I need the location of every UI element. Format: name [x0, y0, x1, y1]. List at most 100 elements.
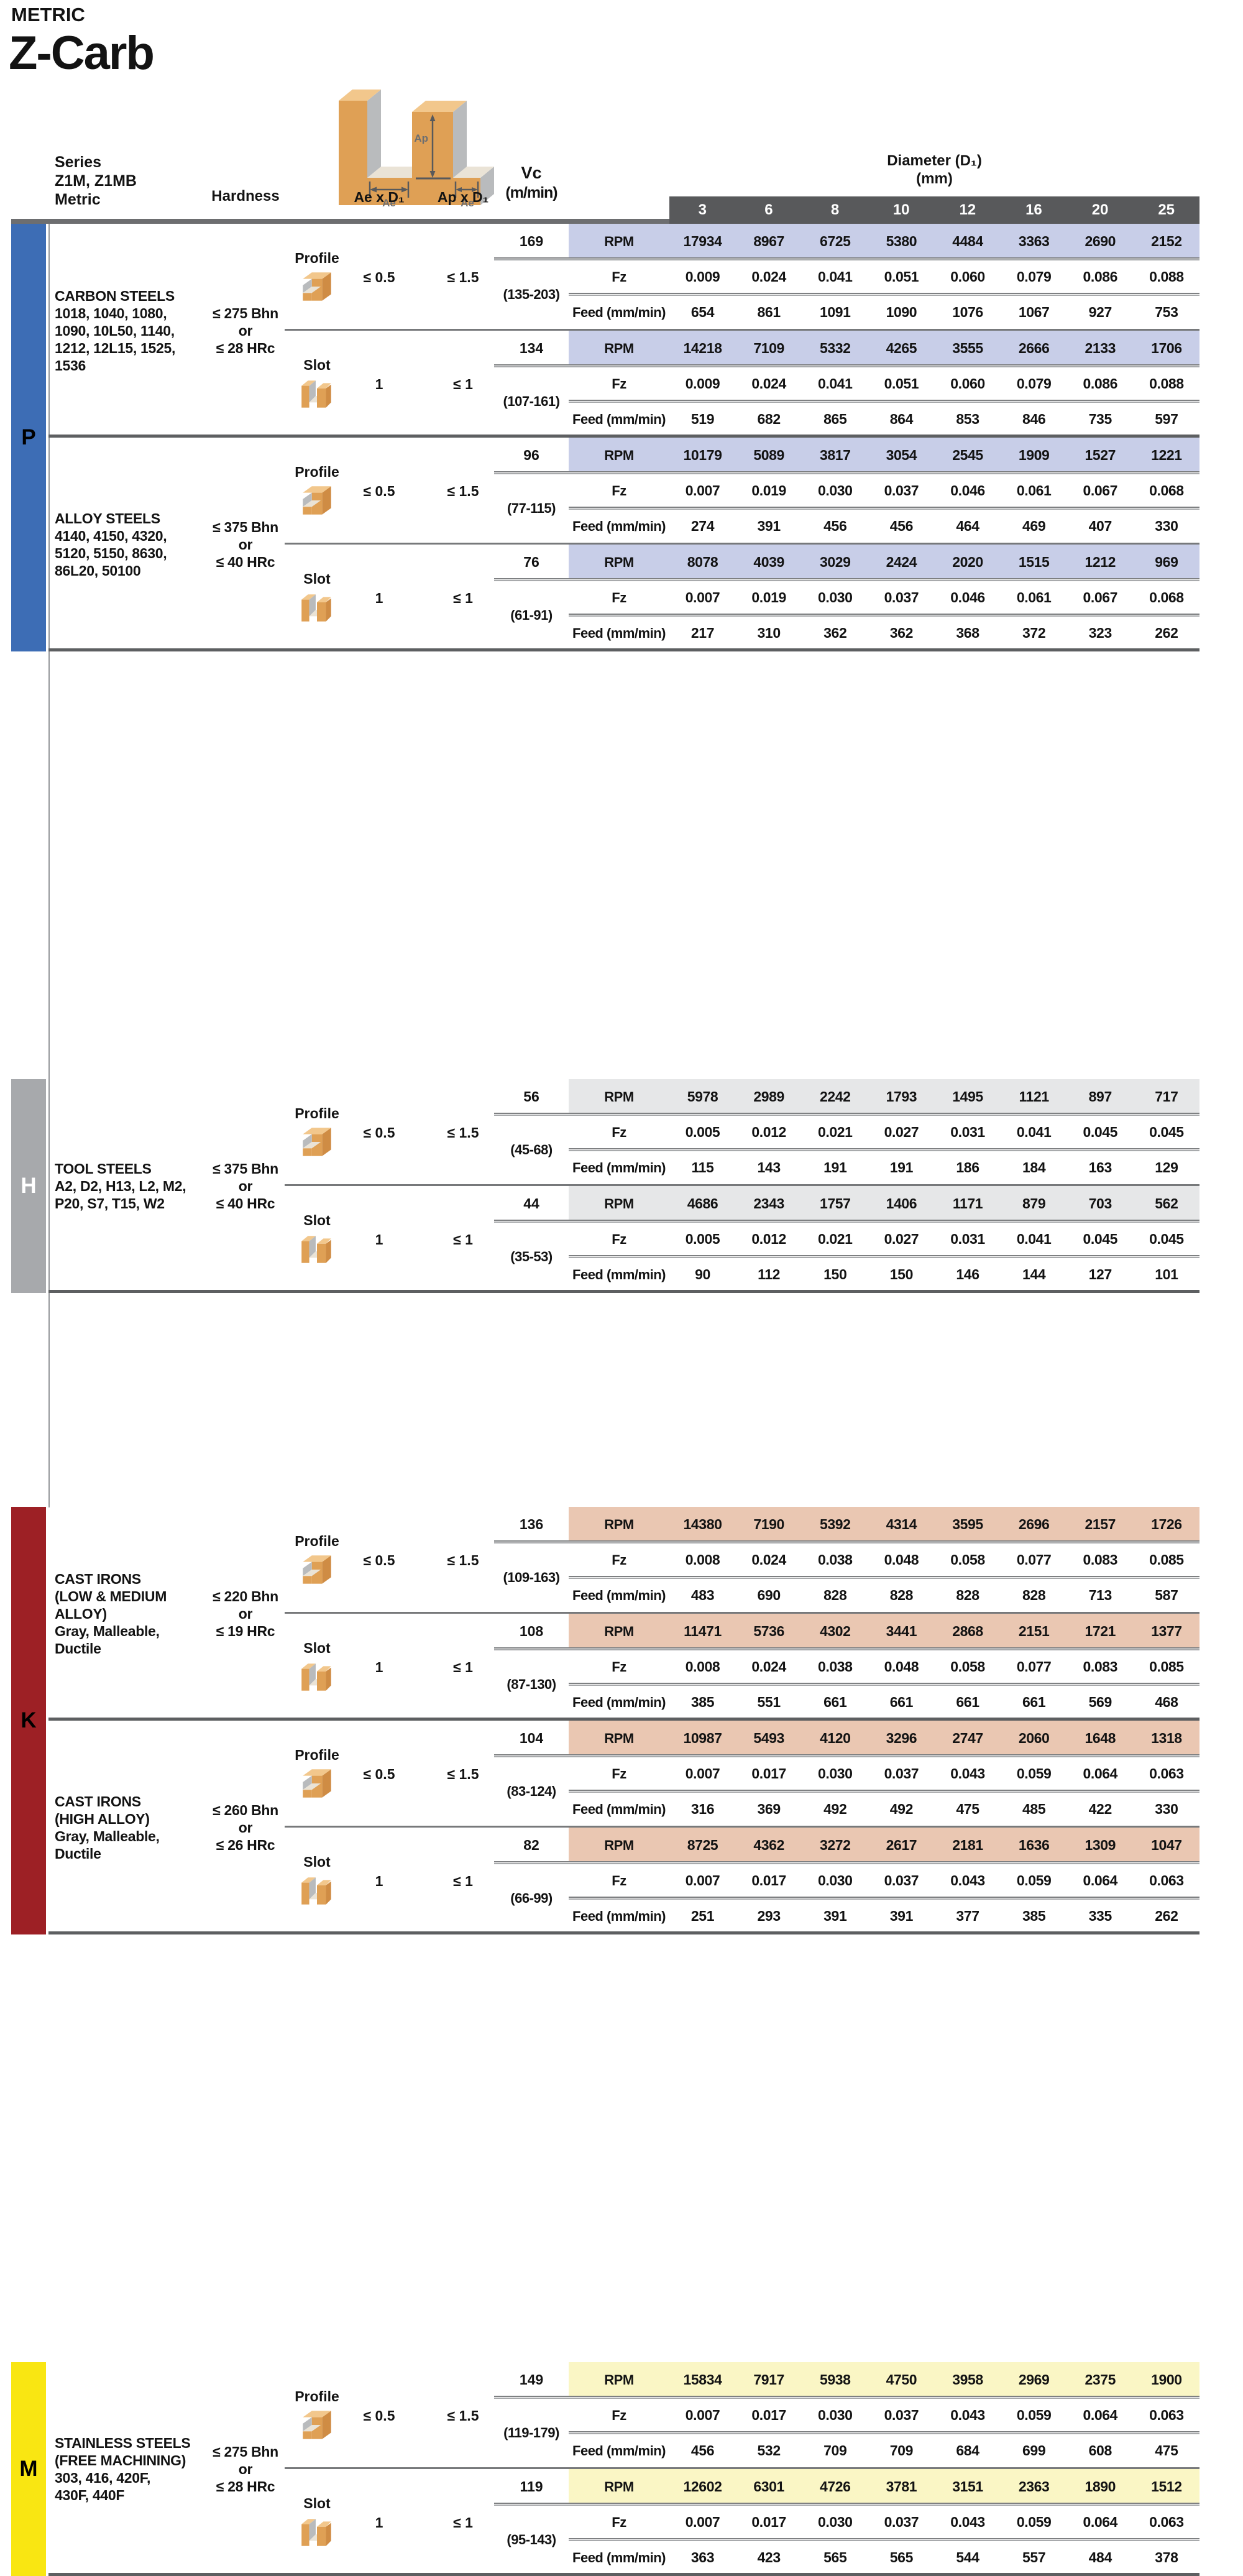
feed-value: 682 — [757, 411, 781, 427]
feed-row-label: Feed (mm/min) — [572, 1801, 666, 1817]
fz-feed-rule — [569, 1897, 1199, 1900]
rpm-value: 1636 — [1018, 1837, 1050, 1853]
milling-mode: Slot — [281, 331, 353, 438]
feed-row-label: Feed (mm/min) — [572, 518, 666, 534]
feed-value: 864 — [889, 411, 914, 427]
rpm-value: 717 — [1155, 1088, 1178, 1105]
feed-value: 368 — [956, 625, 979, 641]
fz-row-label: Fz — [612, 1766, 626, 1782]
feed-value: 186 — [956, 1159, 979, 1175]
profile-slot-divider — [285, 329, 1199, 331]
feed-value: 377 — [956, 1908, 979, 1924]
milling-mode-label: Slot — [303, 1640, 331, 1656]
rpm-value: 2690 — [1085, 233, 1116, 249]
rpm-value: 6725 — [819, 233, 851, 249]
diameter-value: 12 — [959, 201, 976, 218]
rpm-fz-rule — [494, 471, 1199, 474]
feed-value: 532 — [757, 2442, 781, 2459]
fz-feed-rule — [569, 1790, 1199, 1793]
material-line: 5120, 5150, 8630, — [55, 545, 167, 561]
material-group-section: M STAINLESS STEELS (FREE MACHINING) 303, 41… — [0, 2362, 1243, 2576]
feed-value: 423 — [757, 2549, 781, 2565]
fz-value: 0.043 — [950, 1765, 985, 1782]
ae-value: ≤ 0.5 — [363, 269, 395, 285]
material-group-section: K CAST IRONS (LOW & MEDIUM ALLOY) Gray, Mall… — [0, 1507, 1243, 1934]
fz-value: 0.009 — [685, 269, 720, 285]
feed-row-label: Feed (mm/min) — [572, 305, 666, 320]
rpm-value: 879 — [1022, 1195, 1046, 1212]
feed-value: 699 — [1022, 2442, 1046, 2459]
rpm-value: 2133 — [1085, 340, 1116, 356]
rpm-value: 2060 — [1018, 1730, 1050, 1746]
feed-value: 372 — [1022, 625, 1046, 641]
fz-value: 0.007 — [685, 2407, 720, 2423]
material-block: TOOL STEELS A2, D2, H13, L2, M2, P20, S7, … — [0, 1079, 1243, 1293]
feed-value: 391 — [823, 1908, 847, 1924]
fz-row-label: Fz — [612, 376, 626, 392]
rpm-fz-rule — [494, 364, 1199, 367]
rpm-value: 2617 — [886, 1837, 917, 1853]
feed-value: 330 — [1155, 1801, 1178, 1817]
diameter-value: 25 — [1158, 201, 1175, 218]
rpm-fz-rule — [494, 1861, 1199, 1864]
rpm-value: 1721 — [1085, 1623, 1116, 1639]
rpm-fz-rule — [494, 257, 1199, 260]
feed-value: 713 — [1088, 1587, 1112, 1603]
rpm-value: 1757 — [819, 1195, 851, 1212]
rpm-row-band — [569, 438, 1199, 473]
rpm-value: 1121 — [1019, 1088, 1049, 1105]
fz-feed-rule — [569, 1148, 1199, 1151]
fz-value: 0.048 — [884, 1552, 919, 1568]
feed-value: 853 — [956, 411, 979, 427]
feed-row-label: Feed (mm/min) — [572, 625, 666, 641]
hardness-line: or — [238, 1178, 253, 1194]
fz-value: 0.088 — [1149, 375, 1184, 392]
milling-mode-label: Slot — [303, 2495, 331, 2511]
rpm-fz-rule — [494, 1220, 1199, 1223]
rpm-value: 4120 — [819, 1730, 851, 1746]
vc-value: 44 — [523, 1195, 539, 1212]
profile-sub-block: Profile ≤ 0.5 ≤ 1.5 136 (109-163) RPM Fz Feed (… — [0, 1507, 1243, 1614]
slot-cut-icon — [298, 1660, 336, 1695]
ap-column-header: Ap x D₁ — [437, 189, 489, 205]
milling-mode: Profile — [281, 2362, 353, 2469]
rpm-value: 1495 — [952, 1088, 983, 1105]
feed-value: 587 — [1155, 1587, 1178, 1603]
rpm-value: 3817 — [819, 447, 851, 463]
feed-value: 483 — [690, 1587, 715, 1603]
vc-value: 76 — [523, 554, 539, 570]
series-value: Z1M, Z1MB — [55, 172, 137, 190]
rpm-value: 2747 — [952, 1730, 983, 1746]
rpm-value: 969 — [1155, 554, 1178, 570]
rpm-value: 5938 — [819, 2371, 851, 2388]
fz-feed-rule — [569, 293, 1199, 296]
feed-value: 927 — [1088, 304, 1112, 320]
rpm-value: 5736 — [753, 1623, 784, 1639]
material-line: ALLOY STEELS — [55, 510, 160, 527]
feed-value: 608 — [1088, 2442, 1112, 2459]
fz-value: 0.064 — [1083, 2514, 1118, 2530]
diagram-center-top — [412, 101, 467, 112]
rpm-value: 1527 — [1085, 447, 1116, 463]
rpm-value: 2545 — [952, 447, 983, 463]
fz-row-label: Fz — [612, 1659, 626, 1675]
slot-cut-icon — [298, 377, 336, 412]
material-block: CAST IRONS (LOW & MEDIUM ALLOY) Gray, Malle… — [0, 1507, 1243, 1721]
fz-value: 0.068 — [1149, 589, 1184, 605]
feed-value: 753 — [1155, 304, 1178, 320]
rpm-value: 1515 — [1018, 554, 1050, 570]
feed-value: 557 — [1022, 2549, 1046, 2565]
rpm-row-label: RPM — [604, 1624, 634, 1639]
profile-cut-icon — [298, 270, 336, 305]
vc-range: (119-179) — [503, 2425, 559, 2440]
rpm-value: 14380 — [683, 1516, 722, 1532]
rpm-value: 4362 — [753, 1837, 784, 1853]
milling-mode-label: Profile — [295, 464, 339, 480]
rpm-row-band — [569, 1079, 1199, 1115]
milling-mode-label: Slot — [303, 1212, 331, 1228]
feed-value: 475 — [1155, 2442, 1178, 2459]
ap-value: ≤ 1 — [453, 1231, 473, 1248]
rpm-value: 17934 — [683, 233, 722, 249]
fz-value: 0.043 — [950, 1872, 985, 1888]
feed-value: 1067 — [1018, 304, 1050, 320]
